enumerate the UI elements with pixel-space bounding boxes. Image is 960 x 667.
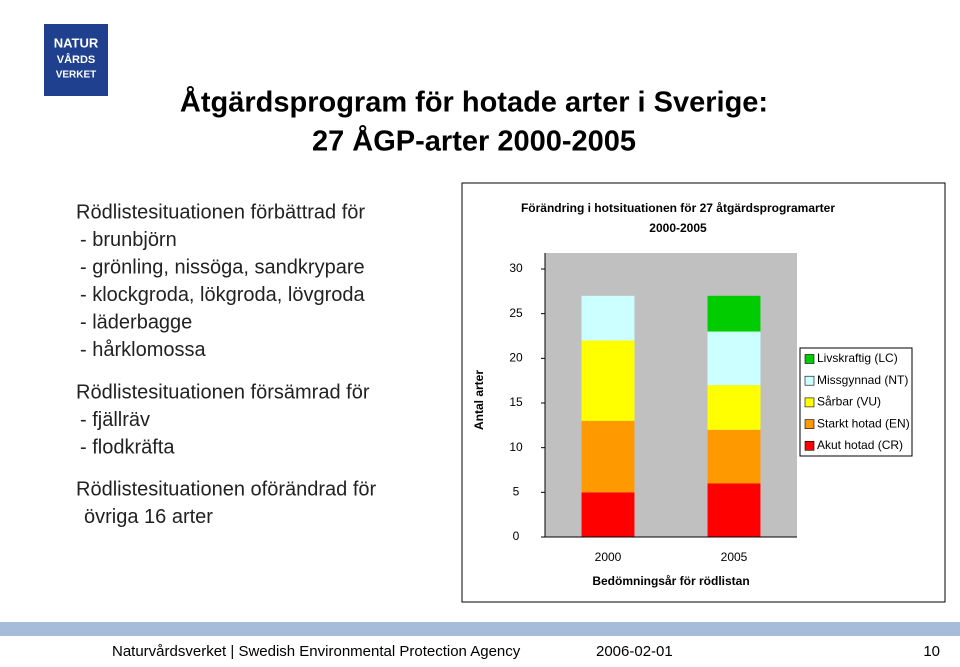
x-axis-label: Bedömningsår för rödlistan — [592, 574, 749, 588]
body-text: - brunbjörn — [80, 229, 177, 251]
slide-title: 27 ÅGP-arter 2000-2005 — [312, 125, 636, 158]
body-text: Rödlistesituationen försämrad för — [76, 381, 370, 403]
bar-segment — [581, 340, 635, 421]
logo-text: NATUR — [54, 35, 99, 50]
y-tick-label: 0 — [513, 529, 520, 543]
legend-swatch — [804, 375, 815, 386]
bar-segment — [581, 492, 635, 537]
legend-box — [799, 347, 913, 457]
body-text: Rödlistesituationen förbättrad för — [76, 201, 365, 223]
body-text: - hårklomossa — [80, 339, 206, 361]
y-tick-label: 5 — [513, 485, 520, 499]
footer-page: 10 — [923, 643, 940, 660]
x-tick-label: 2005 — [721, 550, 748, 564]
footer-bar — [0, 622, 960, 636]
bar-segment — [707, 429, 761, 484]
bar-segment — [707, 385, 761, 430]
logo-text: VÅRDS — [57, 53, 96, 66]
legend-label: Akut hotad (CR) — [817, 438, 903, 452]
y-tick-label: 30 — [509, 261, 523, 275]
legend-swatch — [804, 397, 815, 408]
legend-swatch — [804, 419, 815, 429]
legend-label: Starkt hotad (EN) — [817, 416, 910, 430]
y-tick-label: 10 — [509, 440, 523, 454]
x-tick-label: 2000 — [595, 550, 622, 564]
bar-segment — [707, 483, 761, 537]
body-text: - grönling, nissöga, sandkrypare — [80, 256, 365, 278]
body-text: Rödlistesituationen oförändrad för — [76, 478, 377, 500]
chart-title: Förändring i hotsituationen för 27 åtgär… — [521, 201, 835, 215]
y-tick-label: 20 — [509, 351, 523, 365]
y-tick-label: 15 — [509, 395, 523, 409]
legend-label: Missgynnad (NT) — [817, 373, 908, 387]
bar-segment — [707, 331, 761, 386]
bar-segment — [707, 295, 761, 332]
logo-text: VERKET — [56, 70, 97, 81]
legend-label: Livskraftig (LC) — [817, 351, 898, 365]
body-text: - klockgroda, lökgroda, lövgroda — [80, 284, 365, 306]
legend-label: Sårbar (VU) — [817, 395, 881, 409]
body-text: - flodkräfta — [80, 436, 175, 458]
body-text: - fjällräv — [80, 409, 150, 431]
y-axis-label: Antal arter — [472, 370, 486, 430]
legend-swatch — [804, 354, 815, 364]
footer-date: 2006-02-01 — [596, 643, 673, 660]
bar-segment — [581, 420, 635, 493]
legend-swatch — [804, 440, 815, 451]
bar-segment — [581, 295, 635, 341]
logo-box — [44, 24, 108, 96]
footer-organization: Naturvårdsverket | Swedish Environmental… — [112, 643, 521, 660]
y-tick-label: 25 — [509, 306, 523, 320]
chart-subtitle: 2000-2005 — [649, 221, 707, 235]
slide-title: Åtgärdsprogram för hotade arter i Sverig… — [180, 86, 768, 119]
body-text: - läderbagge — [80, 311, 192, 333]
body-text: övriga 16 arter — [84, 506, 213, 528]
